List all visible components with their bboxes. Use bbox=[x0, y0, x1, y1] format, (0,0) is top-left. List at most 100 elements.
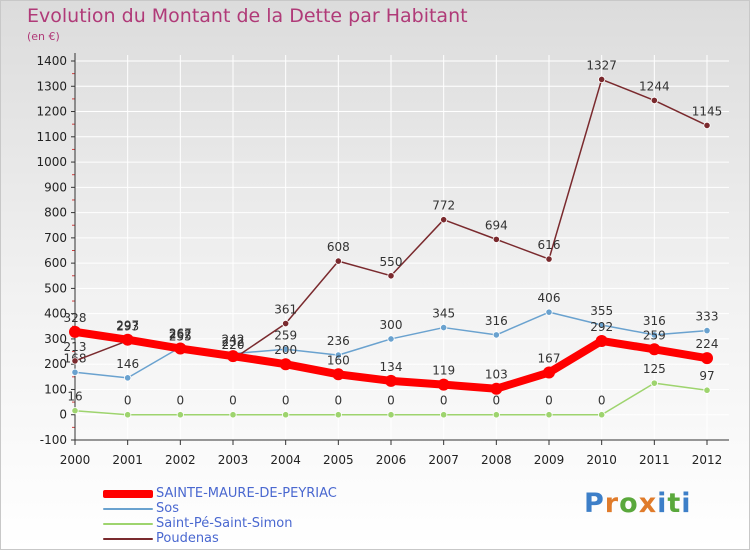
y-tick-label: 900 bbox=[44, 180, 67, 194]
x-tick-label: 2003 bbox=[218, 453, 249, 467]
data-label: 406 bbox=[538, 291, 561, 305]
chart-title: Evolution du Montant de la Dette par Hab… bbox=[27, 5, 468, 27]
data-label: 292 bbox=[590, 320, 613, 334]
data-label: 0 bbox=[387, 394, 395, 408]
y-tick-labels: -100 0 100 200 300 400 500 600 700 800 900 1000 1100… bbox=[36, 54, 67, 447]
x-tick-label: 2006 bbox=[376, 453, 407, 467]
data-label: 616 bbox=[538, 238, 561, 252]
data-point bbox=[650, 331, 658, 339]
data-label: 0 bbox=[282, 394, 290, 408]
data-label: 608 bbox=[327, 240, 350, 254]
series-poudenas: 213 293 255 220 361 608 550 772 694 616 1327 1244 11… bbox=[64, 58, 723, 365]
data-label: 255 bbox=[169, 329, 192, 343]
data-point bbox=[440, 411, 448, 419]
y-tick-label: 400 bbox=[44, 307, 67, 321]
data-point bbox=[121, 333, 134, 346]
gridlines bbox=[74, 55, 729, 441]
data-point bbox=[598, 75, 606, 84]
data-point bbox=[334, 351, 342, 359]
logo-letter: P bbox=[584, 488, 605, 519]
series-group: 1681462672422592363003453164063553163331… bbox=[64, 58, 723, 419]
data-label: 242 bbox=[222, 333, 245, 347]
data-label: 1145 bbox=[692, 104, 723, 118]
data-label: 361 bbox=[274, 303, 297, 317]
data-point bbox=[545, 308, 553, 316]
x-tick-label: 2004 bbox=[270, 453, 301, 467]
data-point bbox=[543, 366, 555, 379]
data-label: 103 bbox=[485, 368, 508, 382]
data-point bbox=[332, 368, 345, 381]
logo-letter: t bbox=[667, 488, 682, 519]
chart-subtitle: (en €) bbox=[27, 30, 60, 43]
y-tick-label: -100 bbox=[40, 433, 67, 447]
legend-item: SAINTE-MAURE-DE-PEYRIAC bbox=[103, 486, 337, 501]
legend-swatch bbox=[103, 508, 153, 510]
legend: SAINTE-MAURE-DE-PEYRIAC Sos Saint-Pé-Saint… bbox=[103, 486, 337, 546]
y-tick-label: 1300 bbox=[36, 79, 67, 93]
data-label: 167 bbox=[538, 352, 561, 366]
data-point bbox=[387, 272, 395, 280]
data-label: 300 bbox=[380, 318, 403, 332]
y-tick-label: 1100 bbox=[36, 130, 67, 144]
legend-item: Saint-Pé-Saint-Simon bbox=[103, 516, 337, 531]
data-label: 267 bbox=[169, 326, 192, 340]
data-point bbox=[650, 379, 658, 387]
data-label: 0 bbox=[335, 394, 343, 408]
data-label: 293 bbox=[116, 320, 139, 334]
data-point bbox=[598, 321, 606, 329]
legend-item: Sos bbox=[103, 501, 337, 516]
data-point bbox=[440, 323, 448, 332]
legend-swatch bbox=[103, 538, 153, 540]
data-point bbox=[440, 216, 448, 224]
data-label: 134 bbox=[380, 360, 403, 374]
data-label: 259 bbox=[643, 328, 666, 342]
y-tick-label: 300 bbox=[44, 332, 67, 346]
data-label: 97 bbox=[699, 369, 714, 383]
data-point bbox=[282, 411, 290, 419]
data-point bbox=[176, 411, 184, 419]
data-point bbox=[387, 411, 395, 419]
data-label: 772 bbox=[432, 199, 455, 213]
x-tick-label: 2012 bbox=[692, 453, 723, 467]
data-point bbox=[703, 326, 711, 335]
data-label: 213 bbox=[64, 340, 87, 354]
logo-letter: r bbox=[604, 488, 620, 519]
x-tick-label: 2005 bbox=[323, 453, 354, 467]
data-label: 232 bbox=[222, 335, 245, 349]
data-label: 1327 bbox=[586, 58, 617, 72]
data-point bbox=[598, 411, 606, 419]
data-label: 550 bbox=[380, 255, 403, 269]
data-label: 236 bbox=[327, 334, 350, 348]
legend-item: Poudenas bbox=[103, 531, 337, 546]
logo-letter: x bbox=[638, 488, 658, 519]
data-label: 262 bbox=[169, 328, 192, 342]
y-tick-label: 800 bbox=[44, 206, 67, 220]
axes bbox=[71, 53, 729, 445]
data-label: 224 bbox=[696, 337, 719, 351]
y-tick-label: 200 bbox=[44, 357, 67, 371]
data-label: 16 bbox=[67, 390, 82, 404]
data-label: 694 bbox=[485, 218, 508, 232]
y-tick-label: 1000 bbox=[36, 155, 67, 169]
data-point bbox=[490, 382, 503, 395]
data-point bbox=[595, 334, 608, 347]
y-tick-label: 700 bbox=[44, 231, 67, 245]
data-label: 0 bbox=[124, 394, 132, 408]
y-tick-label: 1200 bbox=[36, 105, 67, 119]
data-label: 125 bbox=[643, 362, 666, 376]
logo-letter: i bbox=[657, 488, 668, 519]
data-point bbox=[282, 345, 290, 353]
data-label: 146 bbox=[116, 357, 139, 371]
series-saint-p-saint-simon: 16 0 0 0 0 0 0 0 0 0 0 125 97 bbox=[67, 362, 715, 419]
y-tick-label: 1400 bbox=[36, 54, 67, 68]
x-tick-label: 2002 bbox=[165, 453, 196, 467]
y-tick-label: 0 bbox=[59, 408, 67, 422]
data-point bbox=[71, 407, 79, 415]
data-label: 297 bbox=[116, 319, 139, 333]
x-tick-label: 2008 bbox=[481, 453, 512, 467]
data-point bbox=[279, 358, 292, 371]
data-point bbox=[492, 235, 500, 243]
data-label: 119 bbox=[432, 364, 455, 378]
